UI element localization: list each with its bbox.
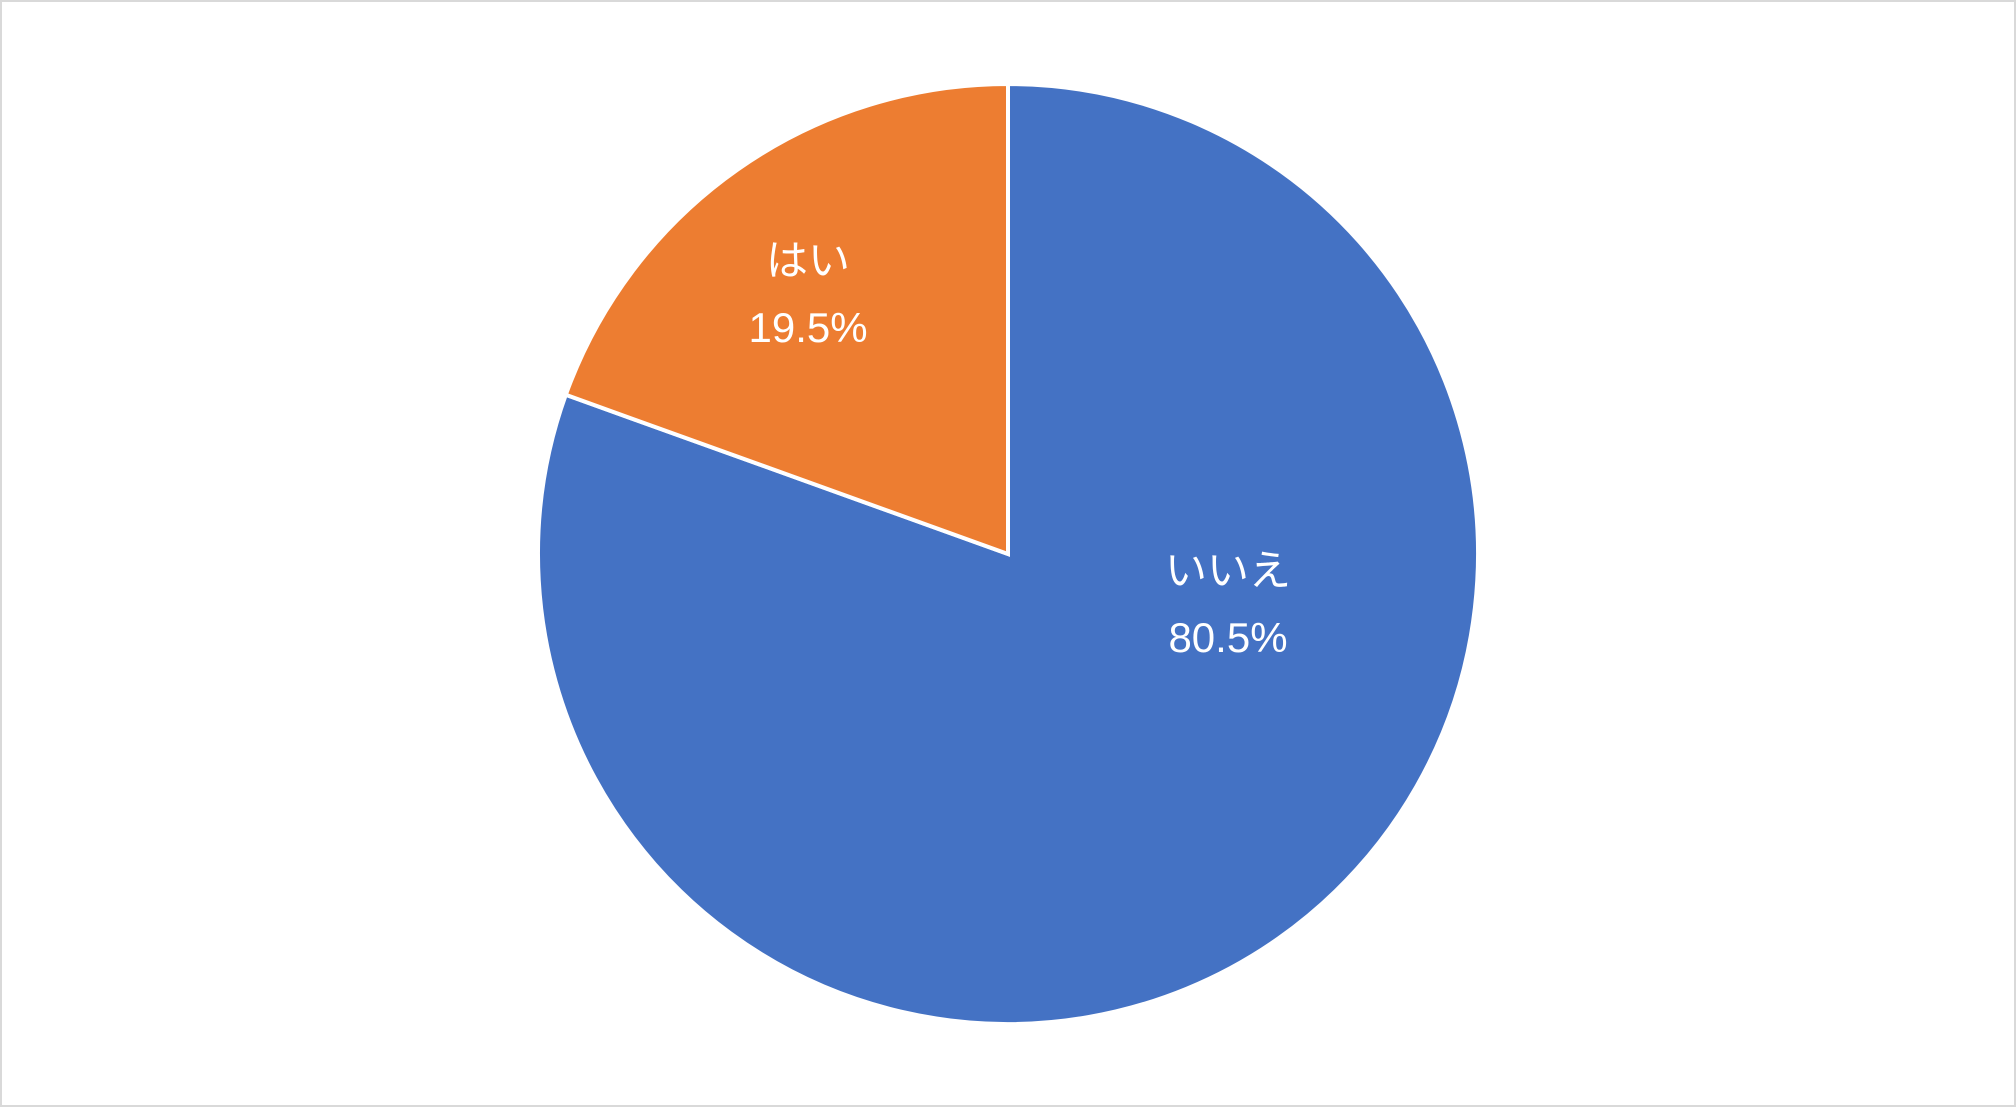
slice-label-percent: 80.5% <box>1165 604 1291 671</box>
slice-label-name: いいえ <box>1165 537 1291 604</box>
slice-label-name: はい <box>749 227 868 294</box>
chart-frame: いいえ80.5% はい19.5% <box>0 0 2016 1107</box>
pie-chart: いいえ80.5% はい19.5% <box>528 74 1488 1034</box>
pie-svg <box>528 74 1488 1034</box>
slice-label-0: いいえ80.5% <box>1165 537 1291 671</box>
slice-label-1: はい19.5% <box>749 227 868 361</box>
slice-label-percent: 19.5% <box>749 294 868 361</box>
